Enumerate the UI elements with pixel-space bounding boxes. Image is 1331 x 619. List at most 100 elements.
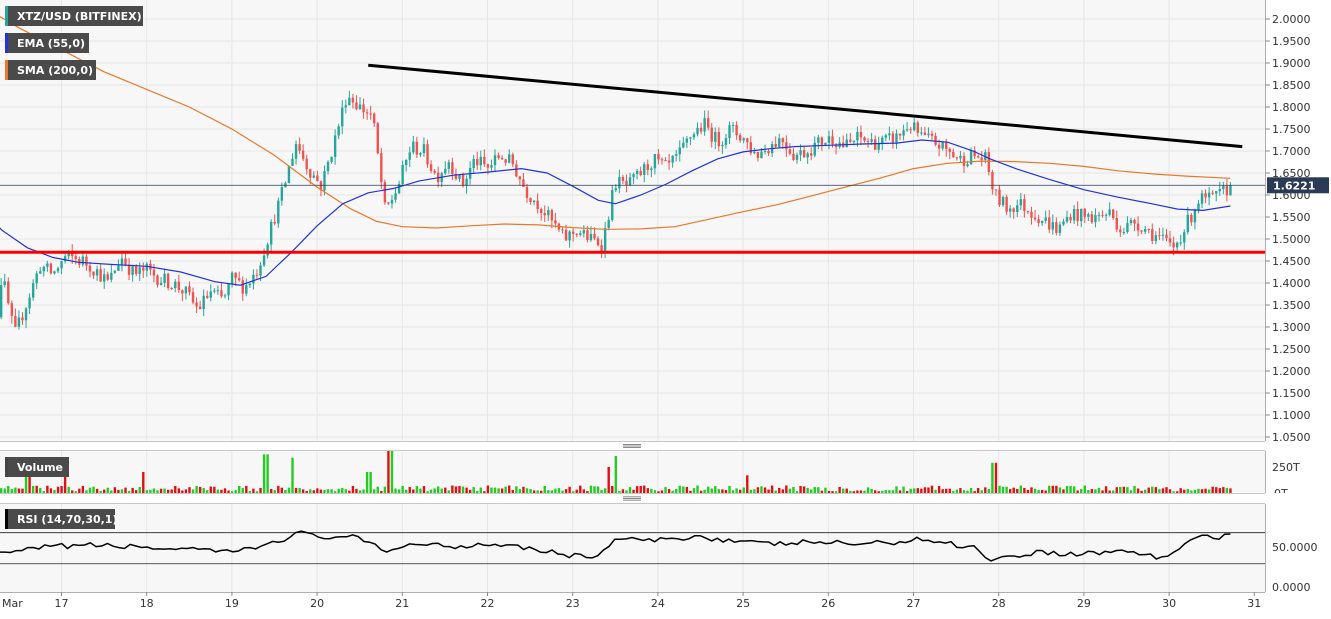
- volume-bar: [717, 489, 721, 493]
- volume-bar: [643, 485, 646, 493]
- candle-body: [493, 155, 497, 166]
- legend-volume[interactable]: Volume: [5, 457, 69, 477]
- volume-bar: [433, 488, 436, 493]
- volume-bar: [802, 486, 806, 493]
- legend-ema-stripe: [5, 33, 8, 53]
- candle: [628, 172, 632, 187]
- candle: [881, 135, 884, 150]
- candle-body: [106, 274, 109, 280]
- candle-body: [24, 308, 28, 321]
- candle: [1040, 220, 1044, 226]
- candle-body: [845, 139, 848, 148]
- candle: [120, 252, 124, 272]
- volume-bar: [53, 489, 56, 493]
- candle: [493, 149, 497, 172]
- legend-pair-label: XTZ/USD (BITFINEX): [17, 10, 142, 23]
- candle: [511, 152, 514, 168]
- sma-line: [0, 15, 1231, 230]
- candle: [941, 141, 944, 151]
- legend-sma[interactable]: SMA (200,0): [5, 60, 96, 80]
- volume-bar: [962, 490, 966, 493]
- volume-bar: [408, 487, 411, 493]
- candle: [998, 185, 1001, 207]
- candle: [113, 270, 117, 274]
- candle-body: [511, 154, 514, 165]
- candle: [49, 262, 53, 275]
- price-tick-label: 1.4000: [1272, 277, 1311, 290]
- candle: [301, 144, 305, 161]
- candle: [895, 129, 898, 149]
- candle-body: [188, 286, 191, 293]
- candle: [46, 260, 49, 272]
- volume-bar: [1154, 487, 1158, 493]
- candle: [1179, 234, 1182, 246]
- candle-body: [1072, 208, 1076, 221]
- volume-bar: [269, 489, 273, 493]
- price-tick-label: 1.0500: [1272, 431, 1311, 444]
- volume-bar: [362, 489, 365, 493]
- candle-body: [571, 231, 575, 234]
- volume-bar: [24, 476, 28, 493]
- volume-bar: [1222, 487, 1225, 493]
- candle: [539, 207, 543, 221]
- legend-pair[interactable]: XTZ/USD (BITFINEX): [5, 6, 143, 26]
- resistance-trendline[interactable]: [368, 63, 1243, 149]
- volume-bar: [529, 489, 532, 493]
- candle-body: [621, 177, 625, 181]
- candle: [877, 136, 880, 154]
- volume-bar: [230, 491, 234, 493]
- volume-bar: [483, 491, 486, 493]
- pane-separator[interactable]: [0, 493, 1331, 504]
- candle-body: [856, 131, 859, 141]
- candle-body: [387, 202, 390, 204]
- volume-bar: [419, 488, 422, 493]
- volume-bar: [500, 488, 504, 493]
- candle-body: [330, 156, 333, 162]
- candle: [582, 225, 586, 238]
- candle: [476, 151, 479, 170]
- volume-bar: [1133, 485, 1136, 493]
- volume-bar: [341, 487, 344, 493]
- volume-bar: [95, 488, 99, 493]
- legend-sma-bg: [5, 60, 96, 80]
- volume-bar: [984, 487, 987, 493]
- volume-bar: [56, 486, 60, 493]
- candle: [298, 137, 301, 155]
- volume-bar: [220, 489, 223, 493]
- time-tick-label: 25: [736, 597, 750, 610]
- candle: [490, 159, 493, 171]
- volume-bar: [749, 489, 753, 493]
- price-tick-label: 1.6500: [1272, 167, 1311, 180]
- candle-body: [373, 113, 376, 124]
- candle-body: [28, 297, 31, 309]
- candle-body: [1172, 242, 1175, 248]
- candle-body: [1108, 209, 1111, 215]
- volume-bar: [916, 488, 919, 493]
- volume-bar: [301, 489, 305, 493]
- candle: [60, 260, 63, 275]
- candle: [1080, 208, 1083, 228]
- volume-bar: [241, 488, 244, 493]
- legend-rsi[interactable]: RSI (14,70,30,1): [5, 509, 117, 529]
- candle-body: [802, 150, 806, 158]
- volume-bar: [117, 490, 120, 493]
- candle: [1094, 208, 1097, 228]
- candle-body: [863, 137, 866, 141]
- volume-bar: [486, 485, 490, 493]
- candle: [635, 168, 639, 180]
- candle-body: [223, 295, 227, 297]
- volume-bar: [603, 488, 607, 493]
- candle-body: [579, 233, 582, 235]
- candle: [532, 200, 536, 206]
- candle: [106, 271, 109, 281]
- volume-bar: [60, 486, 63, 493]
- price-tick-label: 1.8000: [1272, 101, 1311, 114]
- volume-bar: [543, 485, 546, 493]
- legend-ema[interactable]: EMA (55,0): [5, 33, 89, 53]
- volume-bar: [522, 486, 525, 493]
- candle: [1122, 227, 1126, 235]
- candle-body: [355, 102, 358, 110]
- pane-separator[interactable]: [0, 441, 1331, 451]
